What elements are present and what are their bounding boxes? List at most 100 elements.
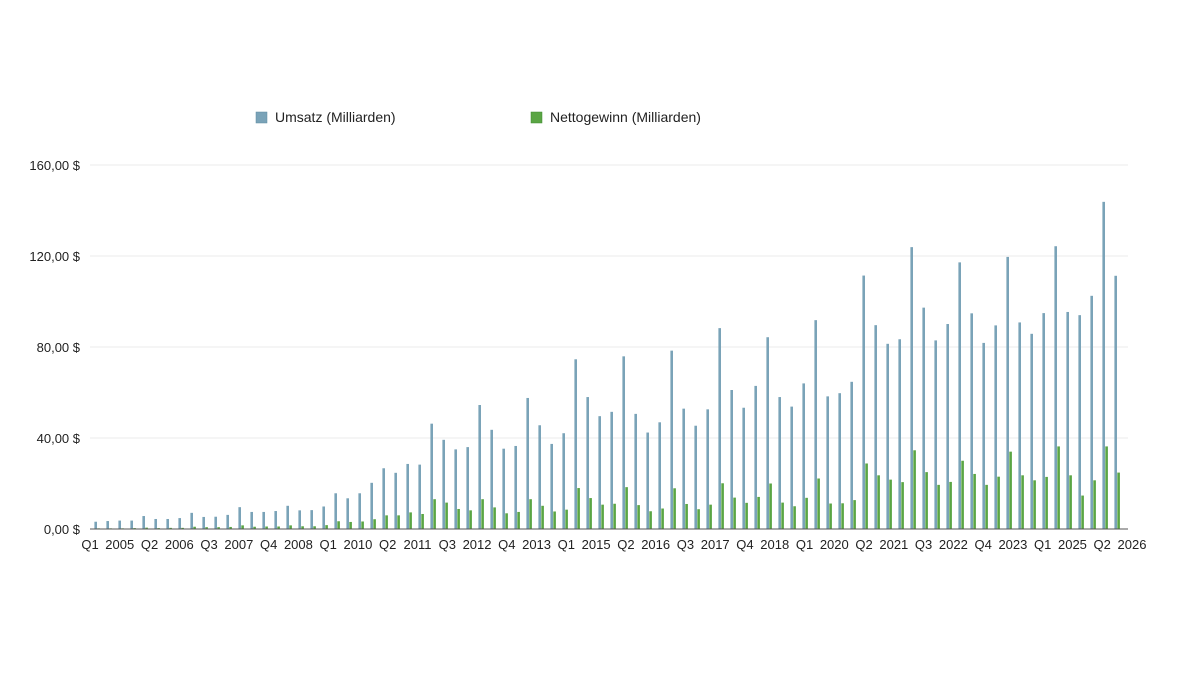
bar-revenue[interactable] bbox=[1102, 201, 1105, 529]
bar-revenue[interactable] bbox=[862, 275, 865, 529]
bar-net-income[interactable] bbox=[889, 479, 892, 529]
bar-revenue[interactable] bbox=[670, 350, 673, 529]
bar-net-income[interactable] bbox=[613, 503, 616, 529]
bar-net-income[interactable] bbox=[601, 504, 604, 529]
bar-revenue[interactable] bbox=[490, 429, 493, 529]
bar-revenue[interactable] bbox=[382, 468, 385, 529]
bar-revenue[interactable] bbox=[142, 516, 145, 529]
bar-net-income[interactable] bbox=[709, 504, 712, 529]
bar-net-income[interactable] bbox=[925, 472, 928, 530]
bar-revenue[interactable] bbox=[526, 397, 529, 529]
bar-net-income[interactable] bbox=[937, 484, 940, 529]
bar-net-income[interactable] bbox=[1117, 472, 1120, 529]
bar-net-income[interactable] bbox=[841, 503, 844, 529]
legend-item-revenue[interactable]: Umsatz (Milliarden) bbox=[255, 109, 396, 125]
bar-net-income[interactable] bbox=[1069, 475, 1072, 529]
bar-net-income[interactable] bbox=[457, 508, 460, 529]
bar-revenue[interactable] bbox=[742, 407, 745, 529]
bar-revenue[interactable] bbox=[946, 324, 949, 529]
bar-net-income[interactable] bbox=[205, 527, 208, 529]
bar-revenue[interactable] bbox=[562, 433, 565, 529]
bar-net-income[interactable] bbox=[481, 499, 484, 529]
bar-net-income[interactable] bbox=[949, 481, 952, 529]
bar-revenue[interactable] bbox=[238, 507, 241, 529]
bar-revenue[interactable] bbox=[130, 520, 133, 529]
bar-revenue[interactable] bbox=[730, 390, 733, 529]
bar-revenue[interactable] bbox=[274, 511, 277, 529]
bar-net-income[interactable] bbox=[565, 509, 568, 529]
bar-revenue[interactable] bbox=[694, 425, 697, 529]
bar-net-income[interactable] bbox=[181, 527, 184, 529]
bar-revenue[interactable] bbox=[358, 493, 361, 529]
bar-net-income[interactable] bbox=[865, 463, 868, 529]
bar-revenue[interactable] bbox=[250, 511, 253, 529]
bar-net-income[interactable] bbox=[817, 478, 820, 530]
bar-revenue[interactable] bbox=[718, 328, 721, 529]
bar-revenue[interactable] bbox=[850, 381, 853, 529]
bar-revenue[interactable] bbox=[406, 463, 409, 529]
bar-revenue[interactable] bbox=[430, 423, 433, 529]
bar-revenue[interactable] bbox=[202, 516, 205, 529]
bar-revenue[interactable] bbox=[286, 505, 289, 529]
bar-revenue[interactable] bbox=[682, 408, 685, 529]
bar-net-income[interactable] bbox=[145, 527, 148, 529]
bar-net-income[interactable] bbox=[373, 519, 376, 529]
bar-net-income[interactable] bbox=[541, 505, 544, 529]
bar-revenue[interactable] bbox=[478, 405, 481, 529]
bar-net-income[interactable] bbox=[337, 521, 340, 529]
bar-revenue[interactable] bbox=[118, 520, 121, 529]
bar-net-income[interactable] bbox=[349, 521, 352, 529]
bar-revenue[interactable] bbox=[898, 339, 901, 529]
bar-net-income[interactable] bbox=[469, 510, 472, 529]
bar-net-income[interactable] bbox=[421, 513, 424, 529]
bar-revenue[interactable] bbox=[1066, 311, 1069, 529]
bar-net-income[interactable] bbox=[1105, 446, 1108, 529]
bar-revenue[interactable] bbox=[658, 422, 661, 529]
bar-net-income[interactable] bbox=[301, 526, 304, 529]
bar-revenue[interactable] bbox=[778, 397, 781, 529]
bar-revenue[interactable] bbox=[622, 356, 625, 529]
bar-net-income[interactable] bbox=[265, 526, 268, 530]
bar-net-income[interactable] bbox=[829, 503, 832, 529]
bar-net-income[interactable] bbox=[697, 509, 700, 529]
bar-revenue[interactable] bbox=[1006, 256, 1009, 529]
bar-revenue[interactable] bbox=[514, 445, 517, 529]
bar-revenue[interactable] bbox=[634, 413, 637, 529]
bar-revenue[interactable] bbox=[166, 518, 169, 529]
bar-net-income[interactable] bbox=[493, 507, 496, 529]
bar-revenue[interactable] bbox=[874, 325, 877, 529]
bar-net-income[interactable] bbox=[433, 499, 436, 529]
bar-net-income[interactable] bbox=[913, 450, 916, 529]
bar-revenue[interactable] bbox=[94, 521, 97, 529]
bar-net-income[interactable] bbox=[553, 511, 556, 529]
bar-revenue[interactable] bbox=[262, 511, 265, 529]
bar-net-income[interactable] bbox=[673, 488, 676, 529]
bar-net-income[interactable] bbox=[1033, 480, 1036, 529]
bar-revenue[interactable] bbox=[1030, 333, 1033, 529]
bar-net-income[interactable] bbox=[805, 497, 808, 529]
bar-net-income[interactable] bbox=[277, 526, 280, 530]
bar-revenue[interactable] bbox=[466, 447, 469, 529]
bar-net-income[interactable] bbox=[217, 527, 220, 529]
bar-revenue[interactable] bbox=[346, 498, 349, 529]
bar-net-income[interactable] bbox=[649, 511, 652, 529]
bar-net-income[interactable] bbox=[997, 476, 1000, 529]
bar-net-income[interactable] bbox=[409, 512, 412, 529]
legend-item-net-income[interactable]: Nettogewinn (Milliarden) bbox=[530, 109, 701, 125]
bar-revenue[interactable] bbox=[190, 512, 193, 529]
bar-revenue[interactable] bbox=[706, 409, 709, 529]
bar-net-income[interactable] bbox=[517, 511, 520, 529]
bar-net-income[interactable] bbox=[901, 482, 904, 529]
bar-revenue[interactable] bbox=[922, 307, 925, 529]
bar-revenue[interactable] bbox=[1078, 315, 1081, 529]
bar-revenue[interactable] bbox=[334, 493, 337, 529]
bar-revenue[interactable] bbox=[550, 443, 553, 529]
bar-revenue[interactable] bbox=[106, 521, 109, 529]
bar-net-income[interactable] bbox=[289, 525, 292, 529]
bar-net-income[interactable] bbox=[973, 473, 976, 529]
bar-net-income[interactable] bbox=[253, 526, 256, 529]
bar-revenue[interactable] bbox=[910, 247, 913, 529]
bar-net-income[interactable] bbox=[625, 487, 628, 529]
bar-revenue[interactable] bbox=[574, 359, 577, 529]
bar-net-income[interactable] bbox=[385, 515, 388, 529]
